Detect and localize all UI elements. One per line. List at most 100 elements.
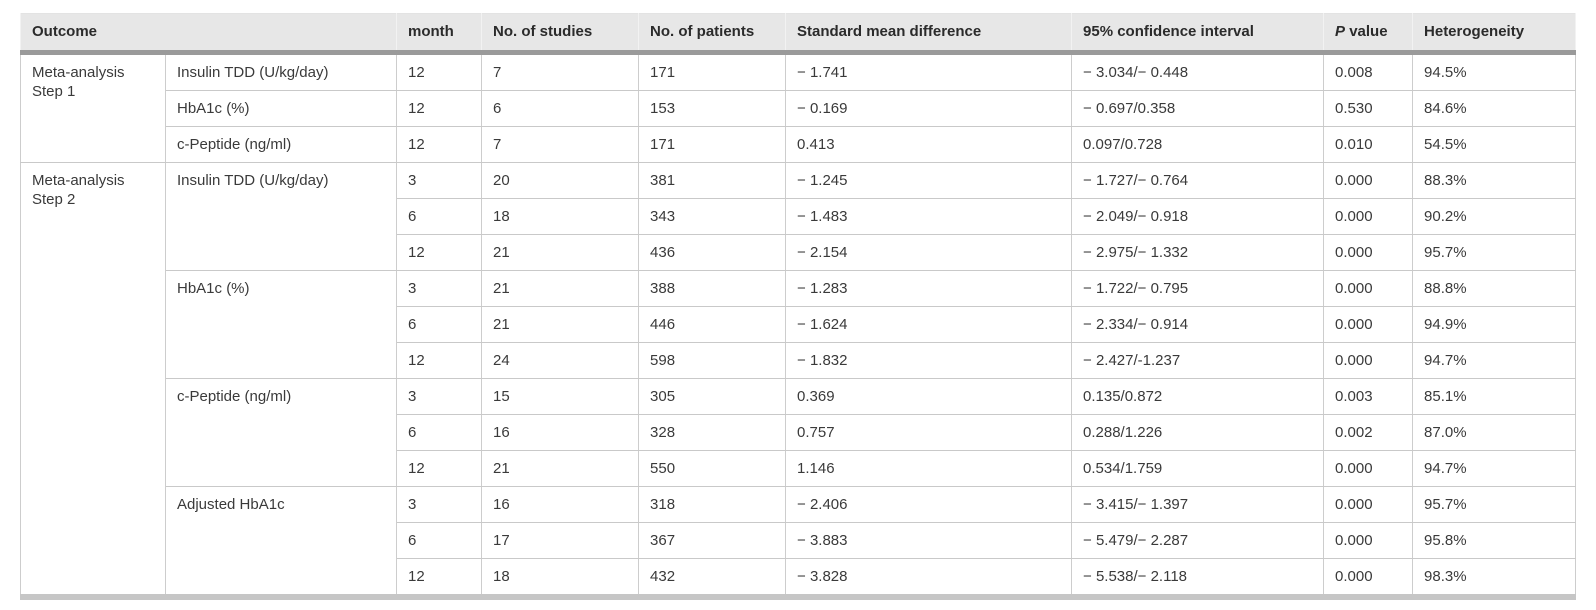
month-cell: 6 — [396, 306, 483, 343]
heterogeneity-cell: 94.5% — [1412, 52, 1577, 91]
patients-cell: 367 — [638, 522, 787, 559]
header-cell-heterogeneity: Heterogeneity — [1412, 13, 1577, 55]
ci-cell: − 3.034/− 0.448 — [1071, 52, 1325, 91]
heterogeneity-cell: 94.7% — [1412, 342, 1577, 379]
patients-cell: 432 — [638, 558, 787, 598]
heterogeneity-cell: 95.8% — [1412, 522, 1577, 559]
pvalue-cell: 0.000 — [1323, 486, 1414, 523]
studies-cell: 21 — [481, 234, 640, 271]
month-cell: 6 — [396, 414, 483, 451]
pvalue-cell: 0.000 — [1323, 198, 1414, 235]
ci-cell: 0.097/0.728 — [1071, 126, 1325, 163]
heterogeneity-cell: 98.3% — [1412, 558, 1577, 598]
studies-cell: 17 — [481, 522, 640, 559]
pvalue-cell: 0.000 — [1323, 450, 1414, 487]
month-cell: 3 — [396, 162, 483, 199]
ci-cell: 0.135/0.872 — [1071, 378, 1325, 415]
studies-cell: 18 — [481, 198, 640, 235]
ci-cell: − 5.538/− 2.118 — [1071, 558, 1325, 598]
measure-cell: c-Peptide (ng/ml) — [164, 126, 398, 163]
heterogeneity-cell: 95.7% — [1412, 234, 1577, 271]
meta-analysis-results-table: Outcome month No. of studies No. of pati… — [19, 13, 1577, 600]
month-cell: 12 — [396, 450, 483, 487]
heterogeneity-cell: 87.0% — [1412, 414, 1577, 451]
heterogeneity-cell: 85.1% — [1412, 378, 1577, 415]
smd-cell: − 3.883 — [785, 522, 1073, 559]
smd-cell: 0.369 — [785, 378, 1073, 415]
measure-cell: Insulin TDD (U/kg/day) — [164, 52, 398, 91]
ci-cell: − 1.722/− 0.795 — [1071, 270, 1325, 307]
studies-cell: 7 — [481, 52, 640, 91]
patients-cell: 305 — [638, 378, 787, 415]
table-row: 6 18 343 − 1.483 − 2.049/− 0.918 0.000 9… — [21, 198, 1577, 235]
patients-cell: 171 — [638, 126, 787, 163]
ci-cell: − 2.975/− 1.332 — [1071, 234, 1325, 271]
patients-cell: 388 — [638, 270, 787, 307]
patients-cell: 153 — [638, 90, 787, 127]
pvalue-cell: 0.000 — [1323, 558, 1414, 598]
month-cell: 6 — [396, 522, 483, 559]
patients-cell: 318 — [638, 486, 787, 523]
studies-cell: 7 — [481, 126, 640, 163]
studies-cell: 6 — [481, 90, 640, 127]
smd-cell: − 1.741 — [785, 52, 1073, 91]
ci-cell: − 0.697/0.358 — [1071, 90, 1325, 127]
measure-cell: c-Peptide (ng/ml) — [164, 378, 398, 487]
heterogeneity-cell: 90.2% — [1412, 198, 1577, 235]
ci-cell: − 3.415/− 1.397 — [1071, 486, 1325, 523]
pvalue-cell: 0.002 — [1323, 414, 1414, 451]
smd-cell: − 0.169 — [785, 90, 1073, 127]
studies-cell: 21 — [481, 306, 640, 343]
table-row: 12 21 436 − 2.154 − 2.975/− 1.332 0.000 … — [21, 234, 1577, 271]
patients-cell: 598 — [638, 342, 787, 379]
studies-cell: 16 — [481, 414, 640, 451]
patients-cell: 436 — [638, 234, 787, 271]
pvalue-cell: 0.010 — [1323, 126, 1414, 163]
pvalue-cell: 0.003 — [1323, 378, 1414, 415]
ci-cell: − 2.049/− 0.918 — [1071, 198, 1325, 235]
ci-cell: − 1.727/− 0.764 — [1071, 162, 1325, 199]
pvalue-cell: 0.530 — [1323, 90, 1414, 127]
smd-cell: − 1.832 — [785, 342, 1073, 379]
month-cell: 12 — [396, 126, 483, 163]
table-row: 12 21 550 1.146 0.534/1.759 0.000 94.7% — [21, 450, 1577, 487]
p-value-rest: value — [1345, 23, 1388, 40]
outcome-group-cell: Meta-analysis Step 2 — [20, 162, 166, 598]
outcome-group-cell: Meta-analysis Step 1 — [20, 52, 166, 163]
patients-cell: 550 — [638, 450, 787, 487]
table-header: Outcome month No. of studies No. of pati… — [19, 13, 1577, 55]
table-row: Meta-analysis Step 1 Insulin TDD (U/kg/d… — [20, 52, 1577, 163]
smd-cell: − 1.245 — [785, 162, 1073, 199]
month-cell: 3 — [396, 378, 483, 415]
heterogeneity-cell: 84.6% — [1412, 90, 1577, 127]
table-row: Adjusted HbA1c 3 16 318 − 2.406 − 3.415/… — [21, 486, 1577, 598]
pvalue-cell: 0.000 — [1323, 162, 1414, 199]
table-row: 6 21 446 − 1.624 − 2.334/− 0.914 0.000 9… — [21, 306, 1577, 343]
heterogeneity-cell: 94.7% — [1412, 450, 1577, 487]
header-cell-no-of-studies: No. of studies — [481, 13, 640, 55]
heterogeneity-cell: 94.9% — [1412, 306, 1577, 343]
smd-cell: − 1.624 — [785, 306, 1073, 343]
heterogeneity-cell: 88.3% — [1412, 162, 1577, 199]
month-cell: 12 — [396, 52, 483, 91]
smd-cell: − 1.483 — [785, 198, 1073, 235]
studies-cell: 21 — [481, 270, 640, 307]
ci-cell: − 5.479/− 2.287 — [1071, 522, 1325, 559]
ci-cell: 0.534/1.759 — [1071, 450, 1325, 487]
measure-cell: HbA1c (%) — [164, 90, 398, 127]
header-cell-outcome: Outcome — [19, 13, 398, 55]
table-row: 12 18 432 − 3.828 − 5.538/− 2.118 0.000 … — [21, 558, 1577, 598]
studies-cell: 15 — [481, 378, 640, 415]
smd-cell: − 3.828 — [785, 558, 1073, 598]
studies-cell: 24 — [481, 342, 640, 379]
table-row: c-Peptide (ng/ml) 3 15 305 0.369 0.135/0… — [21, 378, 1577, 487]
pvalue-cell: 0.000 — [1323, 270, 1414, 307]
table-row: HbA1c (%) 3 21 388 − 1.283 − 1.722/− 0.7… — [21, 270, 1577, 379]
month-cell: 12 — [396, 90, 483, 127]
pvalue-cell: 0.000 — [1323, 342, 1414, 379]
month-cell: 12 — [396, 558, 483, 598]
measure-cell: Adjusted HbA1c — [164, 486, 398, 598]
heterogeneity-cell: 88.8% — [1412, 270, 1577, 307]
pvalue-cell: 0.008 — [1323, 52, 1414, 91]
